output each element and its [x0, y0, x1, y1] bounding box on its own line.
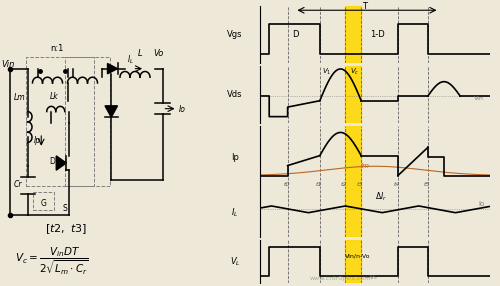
Polygon shape [56, 156, 66, 170]
Polygon shape [108, 63, 118, 74]
Text: $\Delta I_r$: $\Delta I_r$ [375, 190, 387, 203]
Bar [345, 240, 361, 283]
Text: t0: t0 [284, 182, 290, 187]
Text: G: G [40, 200, 46, 208]
Text: Vo: Vo [154, 49, 164, 58]
Text: Io: Io [478, 201, 485, 207]
Text: t3: t3 [357, 182, 364, 187]
Text: Vin: Vin [474, 96, 484, 101]
Text: t2: t2 [341, 182, 347, 187]
Bar [65, 57, 110, 186]
Bar [345, 126, 361, 189]
Bar [345, 66, 361, 123]
Text: Vin/n-Vo: Vin/n-Vo [345, 253, 370, 258]
Text: $V_c = \dfrac{V_{in}DT}{2\sqrt{L_m \cdot C_r}}$: $V_c = \dfrac{V_{in}DT}{2\sqrt{L_m \cdot… [15, 245, 89, 277]
Text: $[t2,\ t3]$: $[t2,\ t3]$ [45, 222, 87, 236]
Y-axis label: Vgs: Vgs [227, 30, 243, 39]
Text: n:1: n:1 [50, 45, 64, 53]
Text: $I_L$: $I_L$ [128, 54, 134, 66]
Bar [345, 6, 361, 63]
Text: Lk: Lk [50, 92, 58, 101]
Text: 1-D: 1-D [370, 30, 385, 39]
Text: Ip: Ip [34, 136, 41, 145]
Text: D: D [292, 30, 298, 39]
Text: S: S [62, 204, 67, 213]
Text: T: T [362, 2, 368, 11]
Text: t4: t4 [394, 182, 400, 187]
Text: D: D [49, 158, 54, 166]
Text: www.cntr0pics.com: www.cntr0pics.com [310, 276, 371, 281]
Text: Vin: Vin [1, 60, 15, 69]
Text: $V_c$: $V_c$ [350, 67, 359, 77]
Text: Io: Io [179, 105, 186, 114]
Bar [26, 57, 94, 186]
Text: Im: Im [361, 163, 370, 169]
Text: Cr: Cr [14, 180, 22, 189]
Text: Lm: Lm [14, 93, 26, 102]
Bar [345, 189, 361, 237]
Text: $V_1$: $V_1$ [322, 67, 332, 77]
Text: $-V_o$: $-V_o$ [364, 274, 378, 283]
Polygon shape [105, 106, 118, 117]
Y-axis label: $I_L$: $I_L$ [232, 207, 238, 219]
Y-axis label: Ip: Ip [231, 153, 239, 162]
Y-axis label: $V_L$: $V_L$ [230, 255, 240, 268]
Text: t1: t1 [316, 182, 322, 187]
Bar [32, 192, 54, 210]
Text: t5: t5 [424, 182, 430, 187]
Text: L: L [138, 49, 142, 58]
Y-axis label: Vds: Vds [227, 90, 243, 99]
